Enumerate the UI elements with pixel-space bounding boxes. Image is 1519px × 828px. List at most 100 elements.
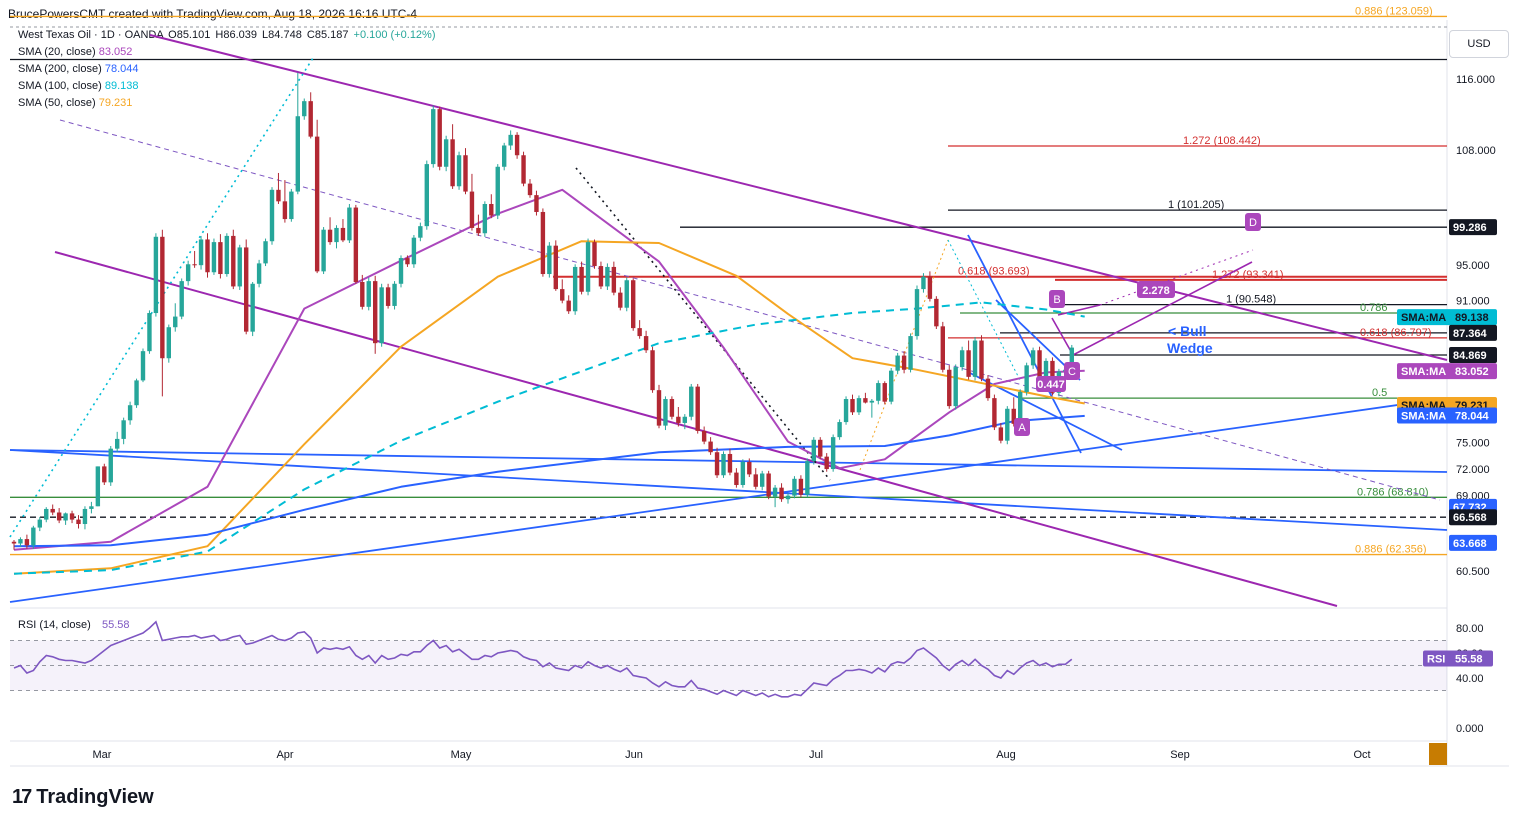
candle [366,277,371,311]
candle-body [24,539,30,546]
candle [618,287,623,311]
tradingview-logo: 17 TradingView [12,786,154,809]
candle-body [824,456,829,470]
ratio-box [1036,376,1066,392]
time-axis-label: Jun [625,749,643,761]
candle [482,201,488,237]
candle-body [302,101,307,117]
candle-body [972,340,978,377]
candle [947,365,952,409]
candle [508,130,513,150]
candle [785,492,791,504]
candle-body [502,145,507,167]
candle-body [785,495,791,500]
candle [992,394,997,431]
candle [966,340,971,380]
candle-body [140,351,146,381]
ohlc-o: O85.101 [168,29,211,41]
candle-body [572,266,578,312]
candle [379,283,384,347]
candle-body [1043,360,1049,381]
candle [637,320,642,339]
sma-line [13,301,1085,575]
candle [1011,397,1016,427]
pattern-point-marker [1049,290,1065,308]
tradingview-mark-icon: 17 [12,786,32,808]
candle-body [244,247,249,332]
sma-legend-label: SMA (20, close) [18,46,99,58]
candle [218,234,223,279]
candle [289,188,294,222]
candle-body [308,101,313,137]
candle-body [179,281,184,317]
rsi-line [13,620,1073,698]
trend-line [59,119,1441,501]
sma-line [13,240,1085,575]
candle-body [598,266,604,287]
candle-body [927,276,933,299]
candle [198,235,204,270]
candle [560,279,565,304]
candle [521,151,526,187]
candle [18,537,23,548]
candle-body [669,399,675,417]
candle [547,242,552,278]
candle-body [708,441,713,453]
candle-body [456,155,462,187]
candle [843,396,849,425]
candle-body [256,263,262,284]
candle [611,261,617,296]
candle-body [547,245,552,275]
candle-body [160,236,165,359]
candle [985,375,991,401]
candle-body [714,452,720,476]
candle-body [392,283,397,306]
candle [308,92,313,139]
candle-body [263,241,268,264]
candle [695,383,700,434]
candle-body [108,448,113,483]
candle-body [1030,350,1036,366]
candle-body [934,298,939,327]
candle-body [953,367,958,407]
candle [1005,406,1010,445]
sma-legend-item[interactable]: SMA (100, close) 89.138 [18,80,138,92]
candle [714,447,720,478]
candle-body [295,116,300,192]
rsi-axis-label: 0.000 [1456,723,1484,735]
candle-body [463,155,468,192]
candle [643,330,649,353]
fib-level-label: 1 (90.548) [1226,294,1276,306]
price-tag [1397,309,1497,326]
rsi-axis-label: 40.00 [1456,673,1484,685]
candle [631,278,636,331]
candle [682,414,687,430]
sma-legend-value: 89.138 [104,80,139,92]
candle-body [495,166,500,216]
candle [231,229,236,290]
candle-body [998,427,1004,441]
wedge-annotation: Wedge [1167,340,1213,356]
candle [160,229,165,397]
candle [373,275,378,354]
price-axis-label: 95.000 [1456,260,1490,272]
candle [927,271,933,302]
candle [166,324,171,363]
candle [282,180,288,223]
sma-legend-item[interactable]: SMA (200, close) 78.044 [18,63,138,75]
sma-legend-item[interactable]: SMA (50, close) 79.231 [18,97,132,109]
candle-body [605,266,610,287]
currency-button[interactable]: USD [1449,30,1509,58]
candle-body [1037,350,1042,381]
candle-body [514,134,520,156]
candle [566,295,571,314]
candle-body [173,316,178,328]
sma-legend-item[interactable]: SMA (20, close) 83.052 [18,46,132,58]
candle-body [585,242,591,292]
candle-body [695,386,700,431]
candle-body [76,519,81,525]
candle [1024,362,1029,396]
tradingview-wordmark: TradingView [36,786,154,808]
